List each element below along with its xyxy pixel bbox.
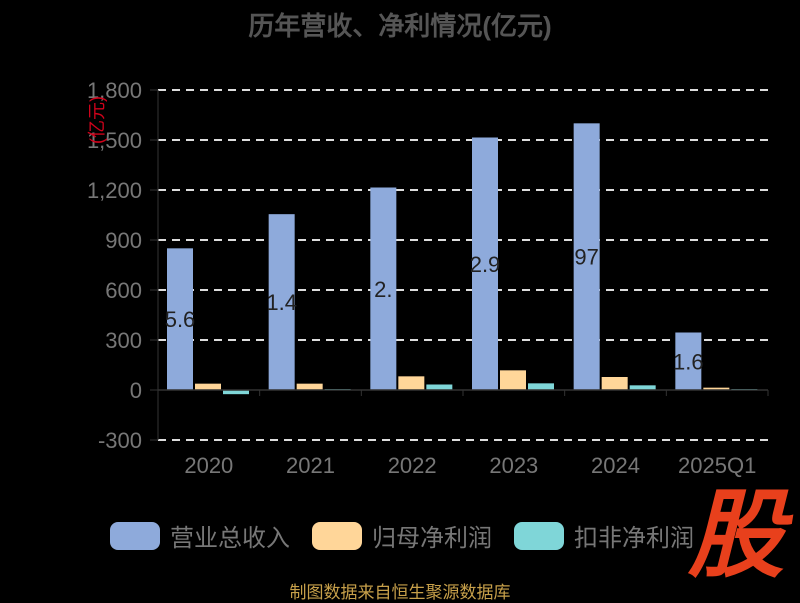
y-tick-label: 1,200 [87,178,142,203]
legend: 营业总收入 归母净利润 扣非净利润 [110,518,694,553]
y-axis-tick-labels: -300 0 300 600 900 1,200 1,500 1,800 [87,78,159,453]
x-tick-label: 2020 [184,453,233,478]
x-tick-label: 2022 [388,453,437,478]
bar [296,383,323,390]
bar [223,390,249,395]
bar-data-label: 1.6 [673,349,704,374]
bar-data-label: 2.9 [470,252,501,277]
bar [195,383,221,390]
bar [675,332,702,390]
legend-item[interactable]: 营业总收入 [110,518,290,553]
y-tick-label: 1,500 [87,128,142,153]
x-tick-label: 2021 [286,453,335,478]
bar [629,385,656,390]
bar [167,248,193,390]
bar [500,370,526,390]
legend-swatch [312,521,362,550]
bar [268,214,295,390]
bar-data-label: 97 [574,245,598,270]
bar-data-labels: 5.6 1.4 2. 2.9 97 1.6 [165,245,704,375]
bar [426,384,453,390]
brand-logo: 股 [688,482,784,589]
bar [472,137,498,390]
legend-swatch [110,521,160,550]
bar [370,187,397,390]
y-tick-label: 300 [105,328,142,353]
bar [573,123,600,390]
source-note: 制图数据来自恒生聚源数据库 [289,583,511,602]
x-axis: 2020 2021 2022 2023 2024 2025Q1 [157,389,769,478]
y-axis-unit-label: (亿元) [87,96,107,144]
legend-item[interactable]: 归母净利润 [312,518,492,553]
y-tick-label: 1,800 [87,78,142,103]
bar [601,377,628,390]
bar-data-label: 2. [374,277,392,302]
legend-item[interactable]: 扣非净利润 [514,518,694,553]
x-tick-label: 2025Q1 [678,453,756,478]
gridlines [158,89,768,441]
y-tick-label: 0 [130,378,142,403]
legend-label: 扣非净利润 [574,525,694,552]
bars [167,123,758,395]
y-tick-label: 900 [105,228,142,253]
legend-label: 归母净利润 [372,525,492,552]
x-tick-label: 2023 [489,453,538,478]
legend-label: 营业总收入 [170,525,290,552]
bar [398,376,425,390]
bar-data-label: 5.6 [165,307,196,332]
bar [703,387,730,390]
legend-swatch [514,521,564,550]
bar [528,383,554,390]
bar-data-label: 1.4 [266,290,297,315]
x-tick-label: 2024 [591,453,640,478]
chart-title: 历年营收、净利情况(亿元) [248,11,552,41]
y-tick-label: -300 [98,428,142,453]
y-tick-label: 600 [105,278,142,303]
